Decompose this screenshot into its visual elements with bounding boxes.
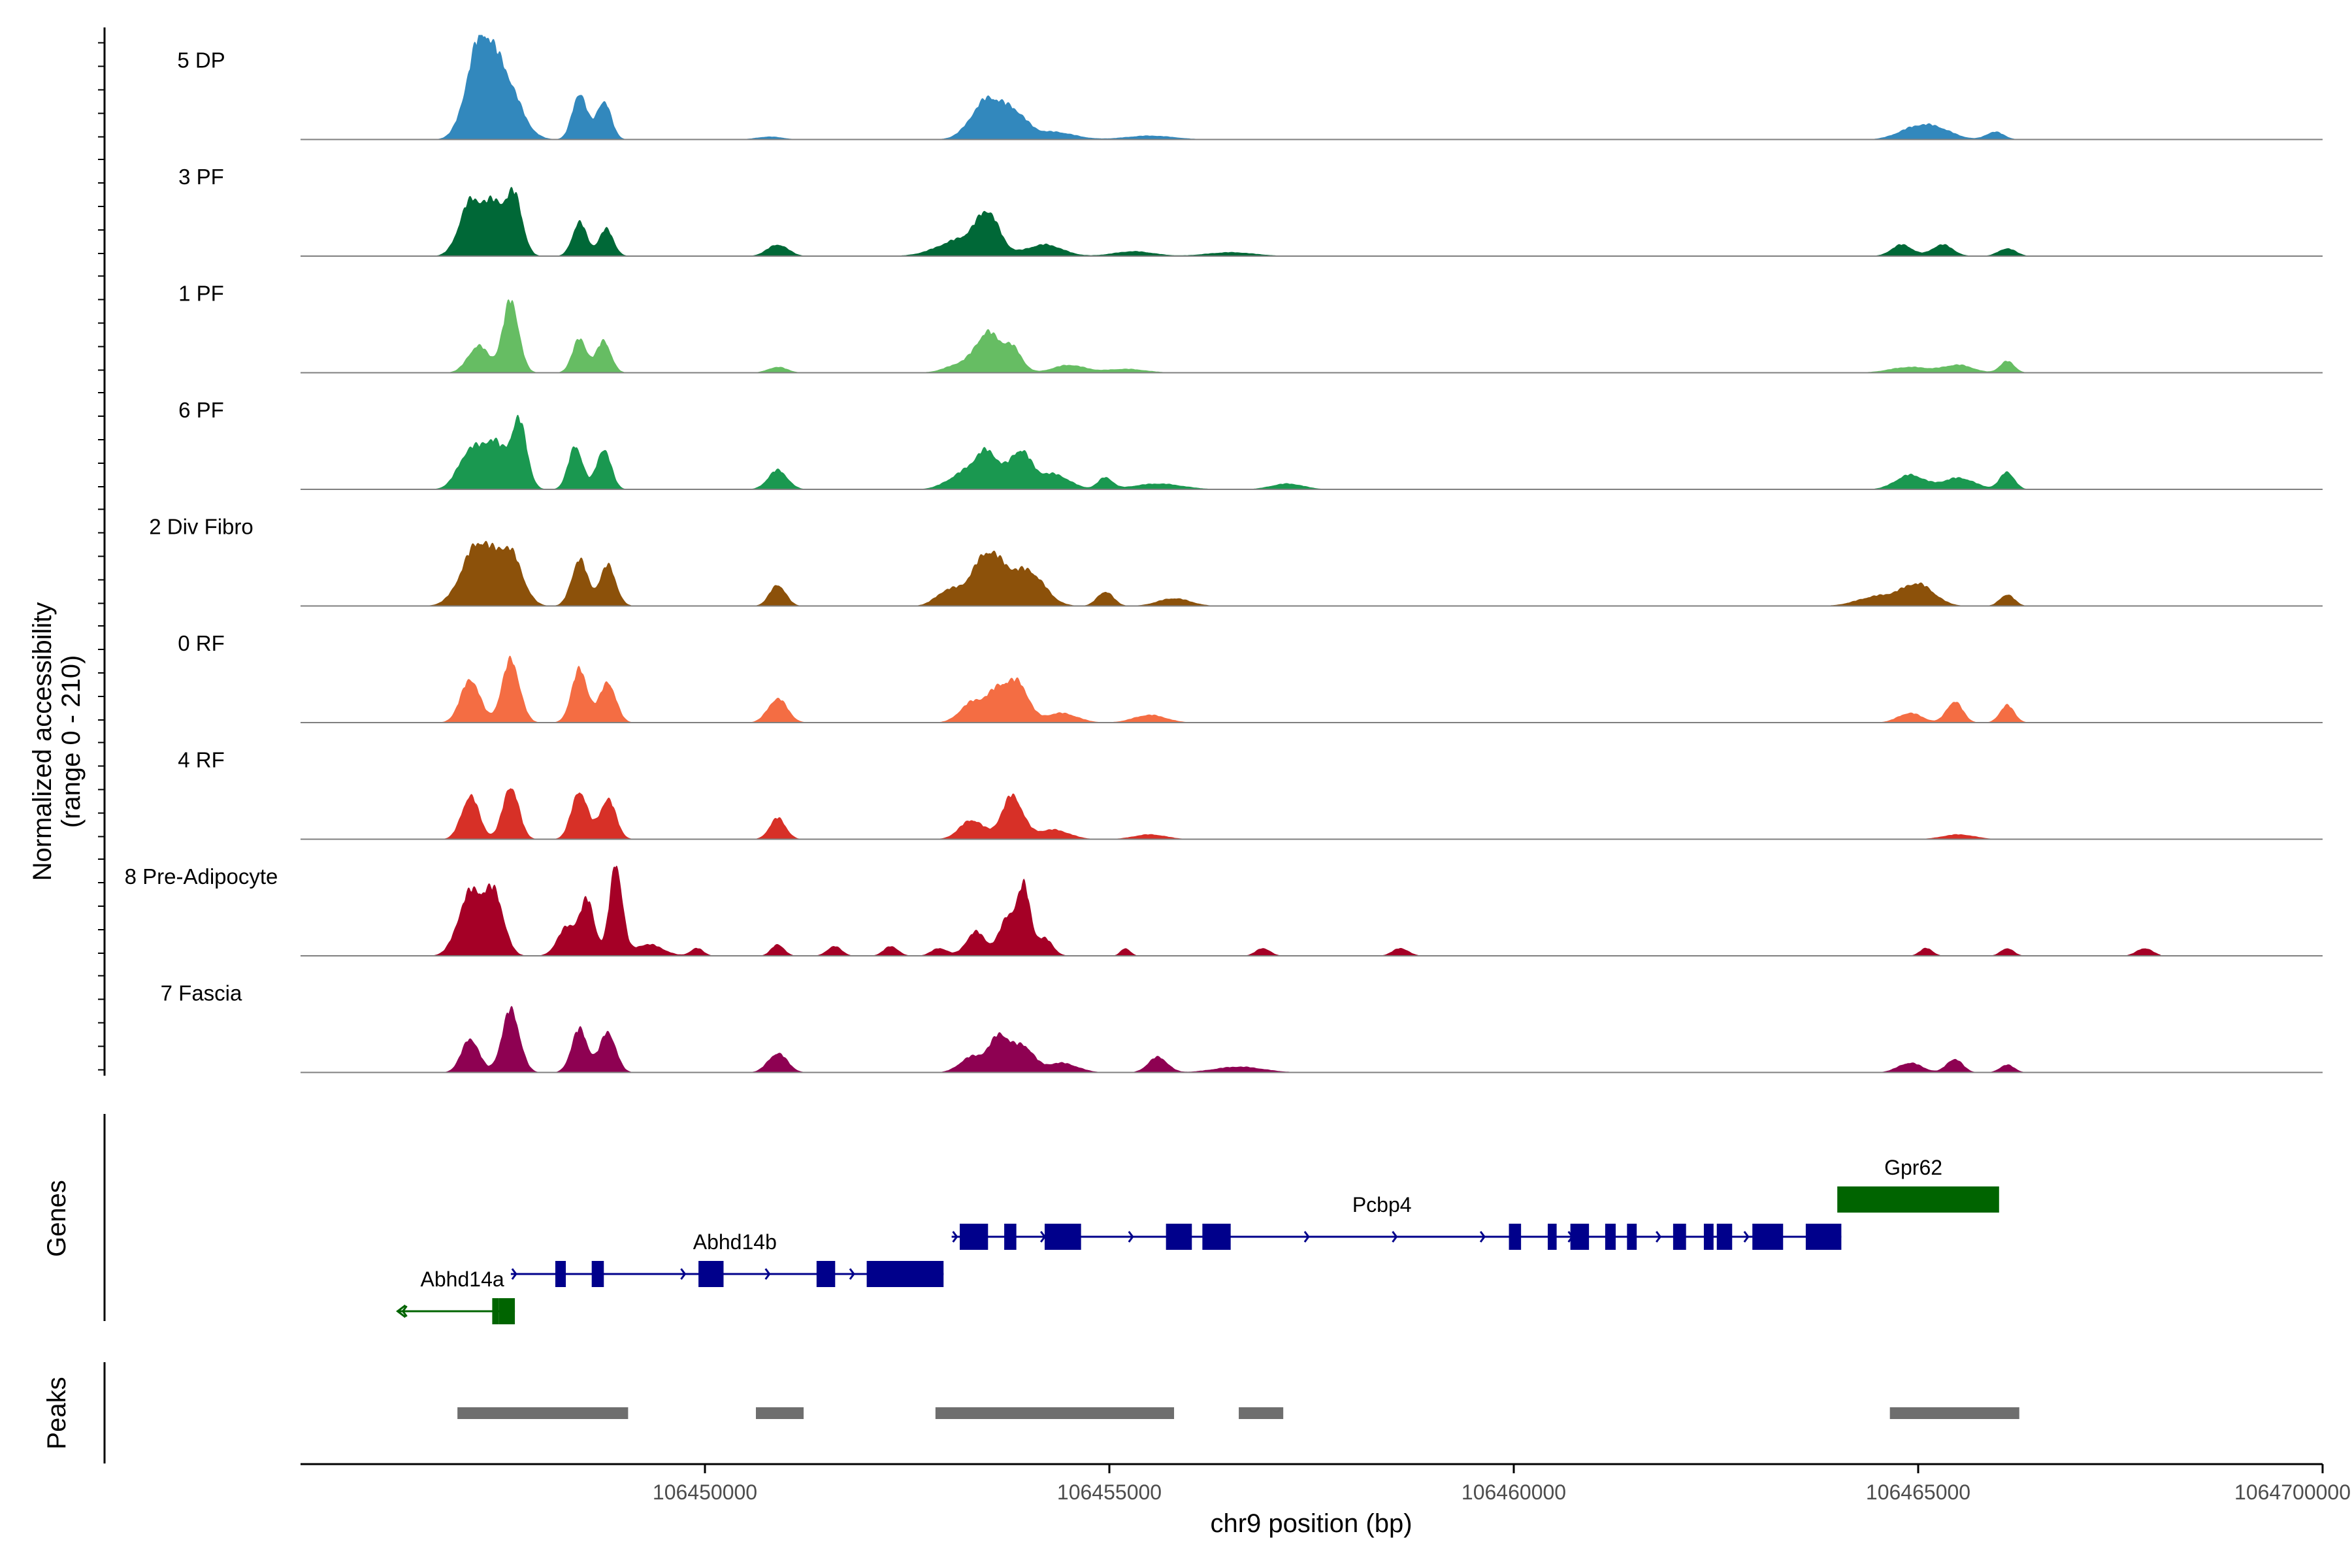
track-label: 5 DP	[177, 48, 225, 73]
peak-region	[935, 1407, 1175, 1419]
gene-exon	[492, 1298, 499, 1324]
x-axis: 106450000 106455000 106460000 106465000 1064…	[653, 1464, 2351, 1504]
track-3-pf: 3 PF	[178, 165, 2323, 257]
x-tick-label: 106455000	[1057, 1480, 1162, 1504]
peak-region	[457, 1407, 629, 1419]
track-label: 4 RF	[178, 748, 225, 772]
track-1-pf: 1 PF	[178, 282, 2323, 374]
gene-abhd14b: Abhd14b	[510, 1230, 944, 1287]
gene-exon	[1752, 1224, 1784, 1250]
gene-exon	[1570, 1224, 1590, 1250]
coverage-area	[381, 1005, 2161, 1073]
gene-exon	[1605, 1224, 1616, 1250]
coverage-area	[381, 866, 2161, 956]
strand-arrow	[511, 1268, 517, 1280]
gene-exon	[1837, 1186, 1999, 1213]
track-8-pre-adipocyte: 8 Pre-Adipocyte	[125, 864, 2323, 956]
track-0-rf: 0 RF	[178, 631, 2323, 723]
x-axis-label: chr9 position (bp)	[1210, 1509, 1412, 1538]
gene-exon	[959, 1224, 988, 1250]
gene-exon	[866, 1261, 944, 1287]
gene-exon	[1509, 1224, 1522, 1250]
coverage-area	[381, 788, 2161, 840]
strand-arrow	[1479, 1231, 1486, 1243]
peak-region	[755, 1407, 804, 1419]
track-4-rf: 4 RF	[178, 748, 2323, 840]
x-tick-label: 106450000	[653, 1480, 757, 1504]
strand-arrow	[1392, 1231, 1398, 1243]
track-5-dp: 5 DP	[177, 35, 2323, 140]
track-label: 0 RF	[178, 631, 225, 655]
y-axis-label-line2: (range 0 - 210)	[57, 655, 86, 828]
gene-label: Abhd14b	[693, 1230, 777, 1254]
gene-exon	[1716, 1224, 1733, 1250]
track-label: 3 PF	[178, 165, 224, 189]
x-tick-label: 106460000	[1462, 1480, 1566, 1504]
coverage-area	[381, 35, 2161, 140]
gene-annotation-track: Abhd14a Abhd14b Pcbp4 Gpr62	[396, 1156, 1999, 1324]
strand-arrow	[1303, 1231, 1310, 1243]
gene-exon	[1547, 1224, 1557, 1250]
x-tick-label: 1064700000	[2234, 1480, 2351, 1504]
gene-exon	[1166, 1224, 1192, 1250]
strand-arrow	[680, 1268, 687, 1280]
peaks-panel-label: Peaks	[42, 1377, 71, 1449]
gene-exon	[816, 1261, 836, 1287]
track-6-pf: 6 PF	[178, 398, 2323, 490]
strand-arrow	[952, 1231, 958, 1243]
gene-exon	[1703, 1224, 1714, 1250]
gene-exon	[1627, 1224, 1637, 1250]
strand-arrow	[1128, 1231, 1134, 1243]
strand-arrow	[849, 1268, 855, 1280]
gene-exon	[1805, 1224, 1842, 1250]
gene-pcbp4: Pcbp4	[951, 1193, 1842, 1250]
coverage-area	[381, 540, 2161, 606]
gene-gpr62: Gpr62	[1837, 1156, 1999, 1213]
coverage-area	[381, 186, 2161, 256]
coverage-area	[381, 415, 2161, 489]
peak-regions-track	[457, 1407, 2019, 1419]
peak-region	[1889, 1407, 2019, 1419]
gene-exon	[498, 1298, 515, 1324]
gene-label: Pcbp4	[1352, 1193, 1412, 1217]
x-tick-label: 106465000	[1866, 1480, 1970, 1504]
strand-arrow	[1743, 1231, 1750, 1243]
track-label: 2 Div Fibro	[149, 515, 253, 539]
gene-exon	[1202, 1224, 1231, 1250]
strand-arrow	[1656, 1231, 1662, 1243]
gene-exon	[1673, 1224, 1686, 1250]
track-label: 7 Fascia	[161, 981, 242, 1005]
gene-exon	[1044, 1224, 1081, 1250]
gene-abhd14a: Abhd14a	[396, 1267, 515, 1324]
track-label: 1 PF	[178, 282, 224, 306]
track-label: 8 Pre-Adipocyte	[125, 864, 278, 889]
strand-arrow	[396, 1304, 406, 1318]
gene-exon	[698, 1261, 724, 1287]
peak-region	[1239, 1407, 1284, 1419]
coverage-tracks: 5 DP 3 PF 1 PF 6 PF 2 Div Fibro 0 RF 4 RF 8 Pre…	[125, 35, 2323, 1073]
accessibility-y-axis	[98, 27, 106, 1076]
coverage-area	[381, 299, 2161, 373]
gene-exon	[591, 1261, 604, 1287]
coverage-area	[381, 655, 2161, 723]
gene-exon	[1004, 1224, 1017, 1250]
gene-exon	[555, 1261, 566, 1287]
strand-arrow	[764, 1268, 771, 1280]
track-2-div-fibro: 2 Div Fibro	[149, 515, 2323, 607]
y-axis-label-line1: Normalized accessibility	[28, 602, 57, 881]
gene-label: Gpr62	[1884, 1156, 1942, 1179]
genes-panel-label: Genes	[42, 1180, 71, 1257]
gene-label: Abhd14a	[421, 1267, 504, 1291]
strand-arrow	[401, 1305, 408, 1317]
track-7-fascia: 7 Fascia	[161, 981, 2323, 1073]
track-label: 6 PF	[178, 398, 224, 422]
